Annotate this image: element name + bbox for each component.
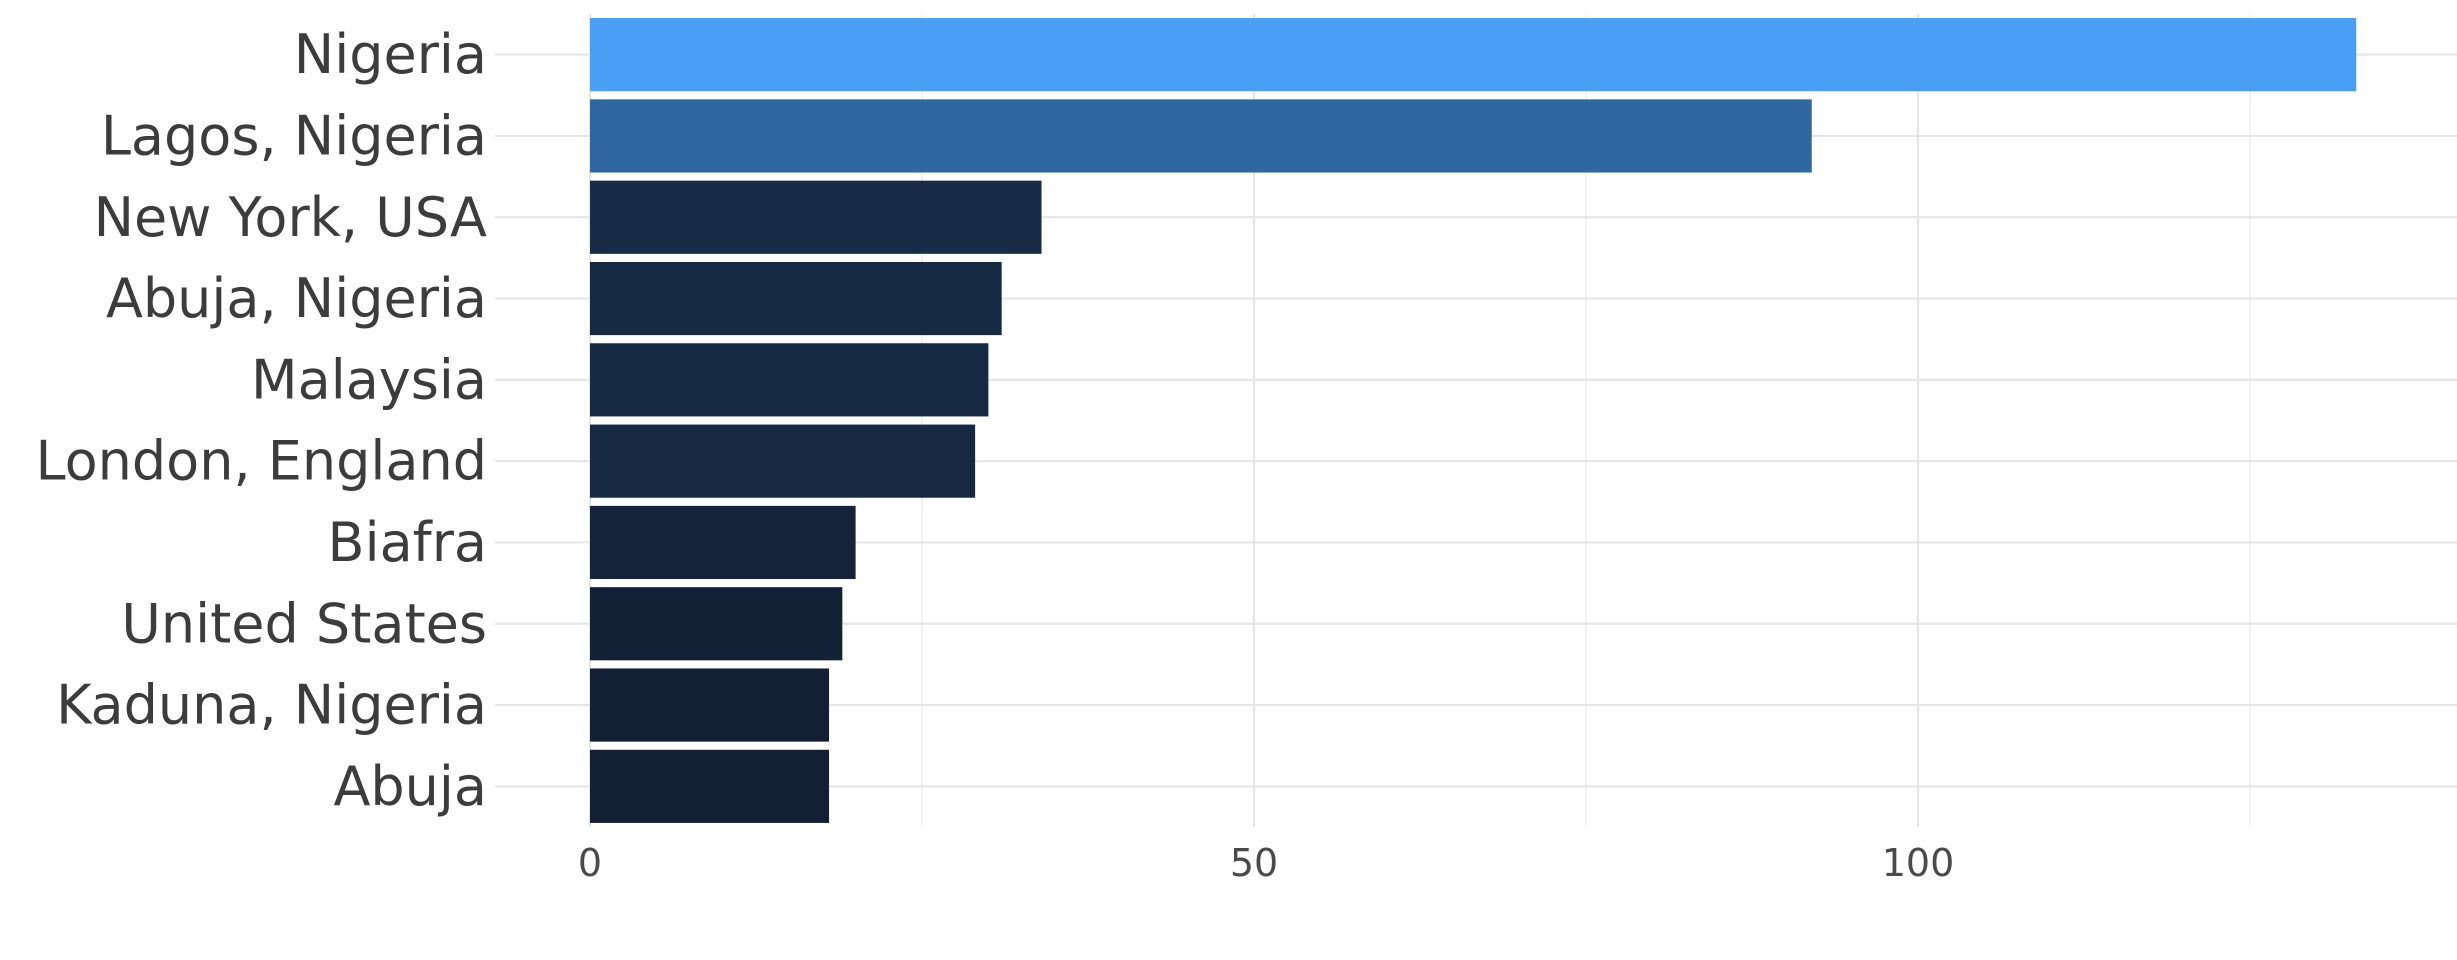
bar-nigeria [590,18,2357,92]
bar-lagos-nigeria [590,99,1812,173]
x-tick-label-0: 0 [578,841,602,885]
category-label-kaduna-nigeria: Kaduna, Nigeria [56,674,487,737]
bar-kaduna-nigeria [590,668,830,742]
category-label-london-england: London, England [36,430,488,493]
x-tick-label-50: 50 [1230,841,1278,885]
x-tick-label-100: 100 [1882,841,1955,885]
category-label-malaysia: Malaysia [251,348,487,411]
bar-abuja [590,749,830,823]
category-label-nigeria: Nigeria [294,23,487,86]
category-label-lagos-nigeria: Lagos, Nigeria [101,104,487,167]
category-label-new-york-usa: New York, USA [94,186,487,249]
category-labels: Nigeria Lagos, Nigeria New York, USA Abuja,… [36,23,488,818]
x-axis-ticks: 0 50 100 [578,841,1954,885]
bars [590,18,2357,823]
bar-new-york-usa [590,180,1042,254]
bar-united-states [590,587,843,661]
category-label-biafra: Biafra [328,511,487,574]
category-label-abuja: Abuja [333,755,487,818]
bar-malaysia [590,343,989,417]
category-label-united-states: United States [121,592,487,655]
bar-abuja-nigeria [590,261,1002,336]
bar-london-england [590,424,976,498]
category-label-abuja-nigeria: Abuja, Nigeria [106,267,487,330]
bar-biafra [590,505,856,580]
